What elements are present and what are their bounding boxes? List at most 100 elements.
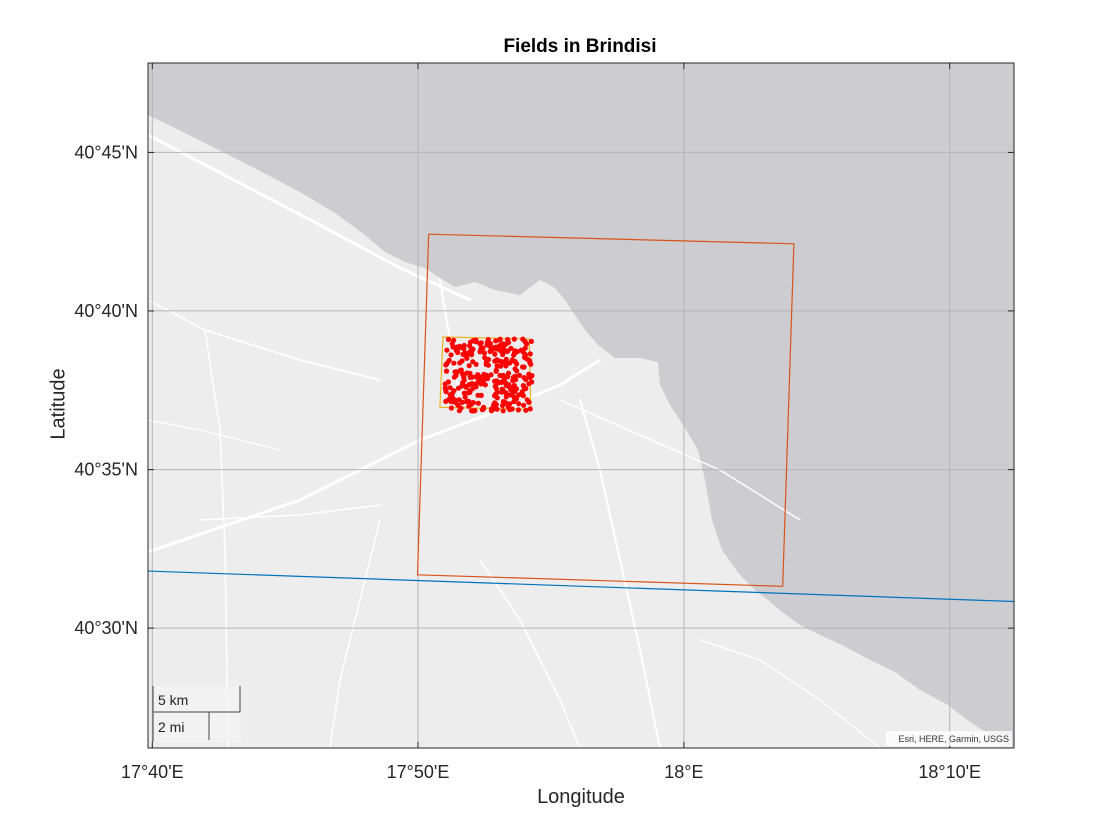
- field-point: [442, 381, 448, 387]
- attribution-text: Esri, HERE, Garmin, USGS: [898, 734, 1009, 744]
- field-point: [520, 364, 526, 370]
- field-point: [512, 394, 518, 401]
- field-point: [455, 349, 461, 356]
- field-point: [503, 356, 509, 362]
- land: [148, 115, 1014, 748]
- field-point: [488, 372, 494, 378]
- scale-bar: 5 km 2 mi: [152, 686, 241, 742]
- field-point: [475, 392, 481, 398]
- field-point: [456, 408, 462, 414]
- field-point: [500, 402, 506, 409]
- field-point: [500, 408, 506, 414]
- y-tick-label: 40°30'N: [74, 618, 138, 638]
- field-point: [501, 378, 507, 385]
- field-point: [509, 387, 515, 393]
- field-point: [528, 338, 535, 344]
- field-point: [470, 386, 476, 392]
- map-title: Fields in Brindisi: [503, 36, 657, 57]
- field-point: [520, 336, 526, 342]
- field-point: [448, 405, 454, 411]
- outer-boundary-box: [416, 233, 795, 587]
- field-point: [455, 402, 461, 408]
- field-point: [493, 367, 499, 373]
- x-tick-label: 18°10'E: [918, 762, 981, 782]
- field-point: [457, 360, 463, 366]
- field-point: [470, 338, 476, 344]
- field-point: [511, 399, 517, 405]
- field-point: [512, 373, 518, 379]
- field-point: [494, 378, 500, 384]
- field-point: [477, 340, 483, 346]
- grid: [148, 63, 1014, 748]
- y-tick-labels: 40°45'N 40°40'N 40°35'N 40°30'N: [74, 142, 138, 638]
- field-point: [507, 360, 513, 366]
- field-point: [445, 336, 452, 343]
- field-point: [527, 351, 533, 357]
- field-point: [514, 368, 520, 374]
- field-point: [494, 389, 500, 395]
- field-point: [447, 385, 453, 391]
- field-point: [451, 360, 457, 366]
- x-tick-label: 18°E: [664, 762, 703, 782]
- y-tick-label: 40°40'N: [74, 301, 138, 321]
- field-point: [512, 348, 518, 354]
- field-point: [470, 408, 476, 414]
- field-point: [494, 357, 500, 363]
- field-point: [465, 390, 471, 396]
- field-point: [494, 395, 500, 401]
- y-tick-label: 40°35'N: [74, 460, 138, 480]
- field-point: [485, 337, 491, 343]
- scale-mi-label: 2 mi: [158, 719, 184, 735]
- field-point: [466, 363, 472, 369]
- x-axis-label: Longitude: [537, 786, 625, 808]
- field-point: [511, 336, 517, 342]
- field-point: [475, 400, 481, 406]
- field-point: [505, 374, 511, 380]
- field-point: [516, 372, 523, 378]
- scale-km-label: 5 km: [158, 692, 188, 708]
- field-point: [462, 394, 468, 400]
- field-point: [497, 372, 503, 379]
- field-point: [515, 407, 522, 413]
- field-point: [520, 383, 526, 389]
- field-point: [469, 381, 475, 387]
- field-point: [481, 350, 487, 356]
- field-point: [504, 392, 510, 398]
- track-line: [147, 570, 1015, 603]
- field-point: [492, 400, 498, 406]
- field-point: [478, 345, 484, 351]
- x-tick-label: 17°50'E: [387, 762, 450, 782]
- field-point: [467, 343, 473, 349]
- field-point: [503, 363, 509, 369]
- field-point: [487, 340, 493, 347]
- field-point: [466, 403, 472, 409]
- field-point: [463, 383, 469, 389]
- field-point: [459, 383, 465, 389]
- field-point: [520, 349, 526, 355]
- field-point: [447, 392, 453, 398]
- field-point: [510, 378, 516, 384]
- field-point: [457, 343, 463, 349]
- field-point: [487, 348, 493, 355]
- field-point: [477, 349, 483, 355]
- field-point: [514, 361, 520, 367]
- y-tick-label: 40°45'N: [74, 142, 138, 162]
- field-point: [450, 344, 456, 350]
- x-tick-label: 17°40'E: [121, 762, 184, 782]
- x-tick-labels: 17°40'E 17°50'E 18°E 18°10'E: [121, 762, 981, 782]
- field-point: [507, 401, 513, 407]
- field-point: [474, 374, 480, 380]
- field-point: [526, 381, 532, 387]
- field-point: [503, 383, 509, 389]
- field-point: [507, 407, 513, 413]
- field-point: [526, 399, 532, 405]
- field-point: [490, 406, 496, 412]
- field-point: [443, 368, 450, 374]
- field-point: [499, 389, 505, 395]
- field-point: [448, 352, 454, 358]
- tick-marks: [148, 63, 1014, 748]
- field-point: [516, 401, 522, 407]
- field-point: [520, 393, 527, 399]
- field-point: [493, 338, 499, 344]
